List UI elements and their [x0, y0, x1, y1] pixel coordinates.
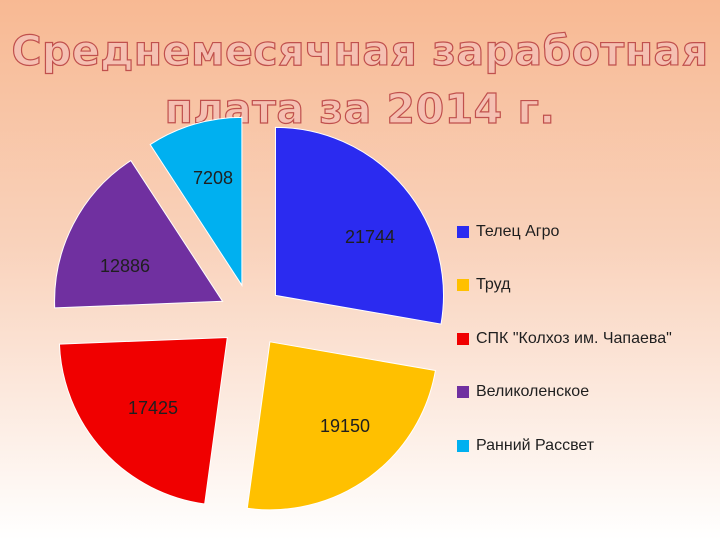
legend-item-великоленское: Великоленское: [457, 379, 672, 406]
pie-slice-великоленское: [54, 159, 224, 309]
legend-swatch: [457, 225, 469, 238]
legend-item-телец-агро: Телец Агро: [457, 218, 672, 245]
pie-slice-телец-агро: [274, 126, 444, 325]
legend-item-спк-колхоз-им-чапаева: СПК "Колхоз им. Чапаева": [457, 325, 672, 352]
pie-slice-ранний-рассвет: [149, 116, 243, 288]
legend-swatch: [457, 439, 469, 452]
legend-label: Великоленское: [476, 383, 590, 400]
legend-label: Ранний Рассвет: [476, 436, 595, 454]
data-label-спк-колхоз-им-чапаева: 17425: [128, 398, 178, 418]
legend-label: СПК "Колхоз им. Чапаева": [476, 329, 672, 347]
pie-slices: [54, 116, 444, 511]
legend-swatch: [457, 386, 469, 398]
pie-slice-спк-колхоз-им-чапаева: [58, 336, 228, 505]
data-label-телец-агро: 21744: [345, 227, 395, 247]
legend-swatch: [457, 279, 469, 291]
legend-label: Телец Агро: [476, 222, 560, 240]
data-label-ранний-рассвет: 7208: [193, 168, 233, 188]
legend: Телец Агро Труд СПК "Колхоз им. Чапаева" Ве…: [457, 218, 672, 486]
legend-swatch: [457, 332, 469, 345]
legend-item-труд: Труд: [457, 272, 672, 299]
legend-label: Труд: [476, 276, 511, 293]
data-labels: 21744 19150 17425 12886 7208: [100, 168, 395, 436]
legend-item-ранний-рассвет: Ранний Рассвет: [457, 432, 672, 459]
data-label-великоленское: 12886: [100, 256, 150, 276]
pie-slice-труд: [246, 341, 437, 511]
chart-title: Среднемесячная заработная плата за 2014 …: [11, 26, 709, 133]
data-label-труд: 19150: [320, 416, 370, 436]
